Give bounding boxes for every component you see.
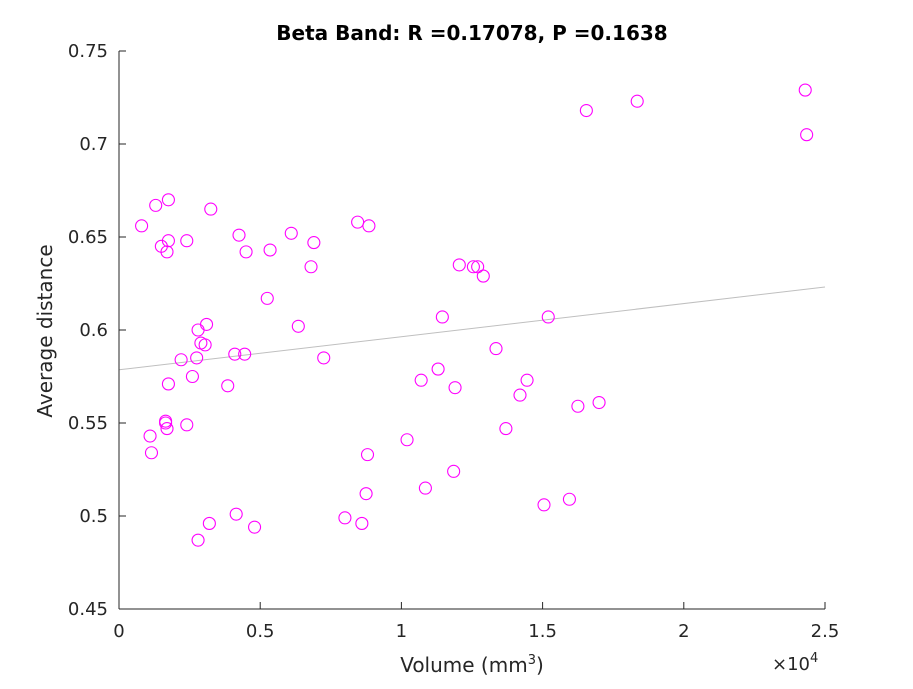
data-point [191,533,205,547]
data-point [291,319,305,333]
data-point [360,448,375,462]
data-point [414,373,428,387]
data-point [174,353,188,367]
data-points-layer [135,83,814,547]
data-point [351,215,365,229]
data-point [447,464,461,478]
y-tick-label: 0.5 [79,506,108,527]
data-point [232,228,246,242]
x-tick-label: 2 [678,621,689,642]
y-axis-label: Average distance [33,244,57,417]
data-point [190,351,204,365]
data-point [229,507,243,521]
data-point [161,193,175,207]
y-tick-label: 0.7 [79,134,108,155]
data-point [499,422,513,436]
data-point [307,236,321,250]
data-point [579,103,593,118]
data-point [571,399,585,413]
regression-line [118,286,826,371]
data-point [304,260,318,274]
y-tick-label: 0.45 [68,599,108,620]
y-axis-ticks: 0.45 0.5 0.55 0.6 0.65 0.7 0.75 [68,41,126,620]
data-point [359,487,373,501]
data-point [452,258,466,272]
data-point [221,379,235,393]
data-point [541,310,555,324]
x-axis-label: Volume (mm3) [400,653,544,677]
data-point [448,381,462,395]
data-point [160,245,174,259]
x-axis-ticks: 0 0.5 1 1.5 2 2.5 [113,602,839,642]
data-point [400,433,414,447]
data-point [143,429,157,443]
x-tick-label: 1.5 [528,621,557,642]
x-tick-label: 2.5 [811,621,840,642]
x-axis-exponent-power: 4 [810,651,818,666]
data-point [260,291,274,305]
regression-line-layer [118,286,826,371]
x-axis-label-suffix: ) [536,653,544,677]
data-point [159,416,173,430]
data-point [630,94,644,108]
data-point [204,202,218,216]
data-point [180,234,194,248]
data-point [161,377,175,391]
data-point [228,347,242,361]
data-point [263,243,277,257]
data-point [161,234,175,248]
data-point [418,481,432,495]
x-axis-label-superscript: 3 [528,653,536,668]
data-point [284,226,298,240]
y-tick-label: 0.6 [79,320,108,341]
data-point [435,310,449,324]
data-point [431,362,445,376]
data-point [144,446,159,460]
data-point [185,369,199,384]
data-point [362,219,376,233]
data-point [317,351,331,365]
data-point [489,342,503,356]
data-point [513,388,527,402]
data-point [592,395,606,410]
data-point [198,338,212,352]
x-tick-label: 0 [113,621,124,642]
data-point [537,498,551,512]
data-point [248,520,262,534]
data-point [520,373,534,387]
data-point [239,245,253,259]
x-axis-label-text: Volume (mm [400,653,528,677]
data-point [355,516,369,530]
x-tick-label: 0.5 [246,621,275,642]
data-point [180,418,194,432]
y-tick-label: 0.75 [68,41,108,62]
data-point [149,198,163,212]
data-point [135,219,149,233]
data-point [202,516,216,530]
x-axis-exponent-label: ×104 [772,651,818,675]
data-point [798,83,812,97]
data-point [562,492,576,506]
data-point [238,347,252,361]
data-point [466,260,480,274]
data-point [199,317,214,331]
x-axis-exponent-base: ×10 [772,654,810,675]
data-point [160,422,174,436]
y-tick-label: 0.65 [68,227,108,248]
data-point [476,269,490,283]
x-tick-label: 1 [396,621,407,642]
data-point [338,511,352,525]
y-tick-label: 0.55 [68,413,108,434]
data-point [800,128,814,142]
data-point [191,323,205,337]
chart-title: Beta Band: R =0.17078, P =0.1638 [276,21,667,45]
